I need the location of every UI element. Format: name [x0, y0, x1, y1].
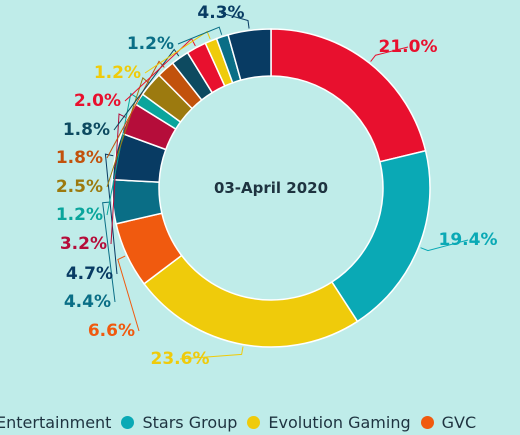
slice-label: 1.2%	[127, 34, 174, 54]
slice-label: 4.3%	[197, 3, 244, 23]
legend-swatch	[121, 416, 135, 429]
slice-label: 1.8%	[56, 148, 103, 168]
slice-label: 21.0%	[379, 37, 438, 57]
leader-line	[102, 201, 116, 303]
donut-slice	[227, 28, 272, 82]
slice-label: 2.0%	[74, 91, 121, 111]
leader-line	[117, 255, 140, 332]
center-label: 03-April 2020	[214, 179, 328, 197]
leader-line	[220, 12, 250, 29]
leader-line	[106, 76, 150, 188]
legend-swatch	[420, 416, 434, 429]
slice-label: 6.6%	[88, 321, 135, 341]
legend: Entertainment Stars Group Evolution Gami…	[0, 410, 520, 435]
donut-slice	[330, 149, 431, 323]
slice-label: 4.7%	[66, 264, 113, 284]
slice-label: 23.6%	[151, 349, 210, 369]
legend-label: Entertainment	[0, 413, 112, 432]
leader-line	[179, 346, 244, 360]
slice-labels: 21.0% 19.4% 23.6% 6.6% 4.4% 4.7% 3.2% 1.2% 2.5% 1…	[56, 3, 498, 369]
legend-item-stars-group: Stars Group	[121, 413, 237, 432]
slice-label: 2.5%	[56, 177, 103, 197]
legend-label: Evolution Gaming	[268, 413, 411, 432]
slice-label: 1.8%	[63, 120, 110, 140]
legend-item-evolution-gaming: Evolution Gaming	[247, 413, 411, 432]
label-leader-lines	[102, 12, 469, 360]
legend-item-entertainment: Entertainment	[0, 413, 111, 432]
slice-label: 4.4%	[64, 292, 111, 312]
leader-line	[370, 46, 409, 62]
legend-item-gvc: GVC	[420, 413, 477, 432]
leader-line	[104, 153, 118, 275]
legend-swatch	[247, 416, 261, 429]
leader-line	[113, 48, 180, 131]
donut-slice	[143, 254, 359, 348]
legend-label: Stars Group	[142, 413, 238, 432]
slice-label: 19.4%	[439, 230, 498, 250]
slice-label: 3.2%	[60, 234, 107, 254]
slice-label: 1.2%	[56, 205, 103, 225]
donut-slices	[111, 28, 431, 348]
donut-chart: 21.0% 19.4% 23.6% 6.6% 4.4% 4.7% 3.2% 1.2% 2.5% 1…	[56, 3, 498, 369]
leader-line	[420, 239, 469, 252]
leader-line	[177, 26, 223, 45]
leader-line	[144, 30, 211, 74]
legend-label: GVC	[441, 413, 477, 432]
leader-line	[106, 92, 138, 216]
slice-label: 1.2%	[94, 63, 141, 83]
